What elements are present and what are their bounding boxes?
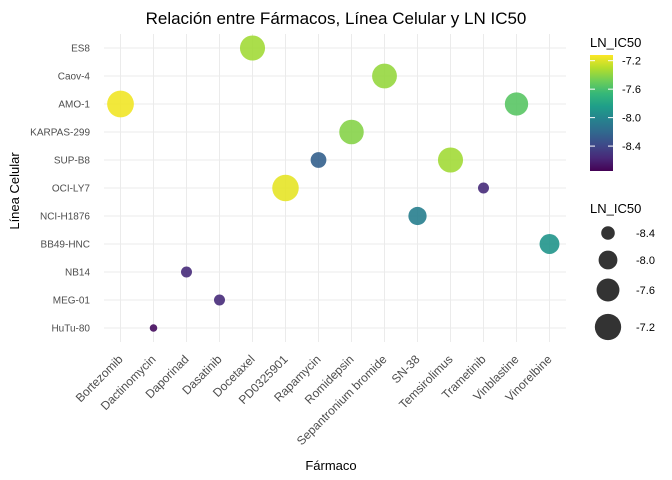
color-legend-tick-label: -8.4 (622, 141, 641, 153)
size-legend-label: -7.2 (636, 322, 655, 334)
data-point (272, 174, 299, 202)
y-tick-label: NB14 (65, 268, 90, 279)
data-point (107, 90, 134, 118)
y-tick-label: Caov-4 (58, 72, 91, 83)
y-tick-label: AMO-1 (58, 100, 90, 111)
y-tick-label: SUP-B8 (54, 156, 91, 167)
y-tick-label: KARPAS-299 (30, 128, 90, 139)
data-point (504, 92, 529, 116)
color-legend-tick-label: -7.6 (622, 84, 641, 96)
y-tick-label: BB49-HNC (41, 240, 90, 251)
y-tick-label: MEG-01 (53, 296, 91, 307)
color-legend-tick-label: -8.0 (622, 113, 641, 125)
y-tick-label: NCI-H1876 (40, 212, 90, 223)
size-legend-label: -7.6 (636, 285, 655, 297)
data-point (239, 35, 266, 61)
data-point (149, 324, 158, 332)
y-tick-label: OCI-LY7 (52, 184, 91, 195)
y-tick-label: ES8 (71, 44, 90, 55)
size-legend-title: LN_IC50 (590, 201, 641, 216)
color-legend-bar (590, 55, 613, 171)
chart-title: Relación entre Fármacos, Línea Celular y… (146, 9, 527, 28)
data-point (372, 63, 397, 89)
data-point (539, 234, 560, 254)
x-axis-label: Fármaco (305, 458, 356, 473)
size-legend-key (594, 313, 622, 341)
data-point (437, 147, 464, 173)
size-legend: LN_IC50 -8.4 -8.0 -7.6 -7.2 (590, 201, 655, 341)
color-legend: LN_IC50 -7.2 -7.6 -8.0 -8.4 (590, 35, 641, 171)
y-axis-tick-labels: HuTu-80 MEG-01 NB14 BB49-HNC NCI-H1876 OCI-LY… (30, 44, 90, 335)
data-point (478, 182, 489, 194)
data-point (339, 119, 364, 145)
data-point (310, 152, 327, 168)
size-legend-key (598, 250, 618, 270)
plot-gridlines (104, 34, 566, 342)
size-legend-label: -8.4 (636, 228, 655, 240)
y-tick-label: HuTu-80 (51, 324, 90, 335)
y-axis-label: Línea Celular (7, 152, 22, 230)
data-point (214, 294, 225, 306)
data-point (408, 206, 427, 226)
color-legend-title: LN_IC50 (590, 35, 641, 50)
x-axis-tick-labels: BortezomibDactinomycinDaporinadDasatinib… (73, 352, 555, 448)
plot-points (107, 35, 560, 332)
data-point (181, 266, 192, 278)
size-legend-label: -8.0 (636, 255, 655, 267)
size-legend-key (596, 278, 620, 302)
size-legend-key (601, 226, 615, 240)
color-legend-tick-label: -7.2 (622, 56, 641, 68)
